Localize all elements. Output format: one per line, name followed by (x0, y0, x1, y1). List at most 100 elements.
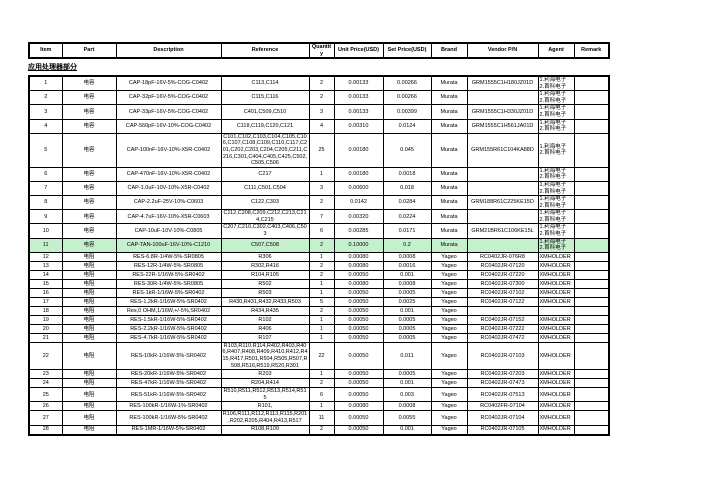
cell-remark (573, 260, 610, 271)
cell-part: 电阻 (61, 269, 117, 280)
cell-description: RES-1.2kR-1/16W-5%-SR0402 (115, 296, 222, 307)
cell-item: 12 (28, 251, 63, 262)
cell-agent: 1.利海电子 2.首科电子 (537, 90, 575, 106)
table-row: 14 电阻 RES-22R-1/16W-5%-SR0402 R104,R105 2 0.0… (28, 269, 610, 280)
cell-item: 25 (28, 387, 63, 403)
cell-quantity: 2 (308, 424, 335, 436)
cell-brand: Murata (430, 75, 468, 92)
cell-agent: 1.利海电子 2.首科电子 (537, 209, 575, 225)
cell-unit_price: 0.00050 (333, 323, 384, 334)
cell-brand: Yageo (430, 260, 468, 271)
cell-item: 19 (28, 314, 63, 325)
cell-quantity: 1 (308, 314, 335, 325)
cell-quantity: 1 (308, 369, 335, 380)
cell-quantity: 1 (308, 166, 335, 182)
column-header-part: Part (61, 42, 117, 59)
cell-description: RES-2.2kR-1/16W-5%-SR0402 (115, 323, 222, 334)
table-row: 15 电阻 RES-30R-1/4W-5%-SR0805 R502 1 0.00080 0.… (28, 278, 610, 289)
cell-remark (573, 104, 610, 120)
cell-description: RES-6.8R-1/4W-5%-SR0805 (115, 251, 222, 262)
cell-item: 27 (28, 410, 63, 426)
cell-description: CAP-33pF-16V-5%-COG-C0402 (115, 104, 222, 120)
cell-unit_price: 0.00050 (333, 341, 384, 371)
cell-reference: R502 (220, 278, 310, 289)
column-header-vendor-p-n: Vendor P/N (466, 42, 539, 59)
cell-item: 2 (28, 90, 63, 106)
cell-quantity: 2 (308, 90, 335, 106)
cell-remark (573, 195, 610, 211)
cell-description: CAP-1.0uF-10V-10%-X5R-C0402 (115, 180, 222, 197)
bom-header-table: Item Part Description Reference Quantity Unit… (28, 42, 610, 60)
cell-remark (573, 237, 610, 253)
cell-part: 电阻 (61, 401, 117, 412)
cell-reference: R104,R105 (220, 269, 310, 280)
table-row: 12 电阻 RES-6.8R-1/4W-5%-SR0805 R306 1 0.00080 0… (28, 251, 610, 262)
cell-agent: XMHOLDER (537, 369, 575, 380)
table-row: 22 电阻 RES-10kR-1/16W-5%-SR0402 R103,R110,R1… (28, 341, 610, 371)
table-row: 6 电容 CAP-470nF-16V-10%-X5R-C0402 C217 1 0.001… (28, 166, 610, 182)
table-row: 28 电阻 RES-1MR-1/16W-5%-SR0402 R108,R109 2 0.0… (28, 424, 610, 436)
cell-remark (573, 341, 610, 371)
cell-set_price: 0.0008 (382, 401, 432, 412)
cell-description: RES-10kR-1/16W-5%-SR0402 (115, 341, 222, 371)
cell-description: RES-100kR-1/16W-5%-SR0402 (115, 410, 222, 426)
cell-description: Res,0 OHM,1/16W,+/-5%,SR0402 (115, 305, 222, 316)
cell-set_price: 0.001 (382, 424, 432, 436)
cell-set_price: 0.045 (382, 132, 432, 168)
cell-vendor_pn (466, 180, 539, 197)
cell-set_price: 0.00399 (382, 104, 432, 120)
cell-agent: 1.利海电子 2.首科电子 (537, 75, 575, 92)
cell-description: RES-100kR-1/16W-1%-SR0402 (115, 401, 222, 412)
cell-quantity: 2 (308, 269, 335, 280)
cell-agent: 1.利海电子 2.首科电子 (537, 237, 575, 253)
cell-agent: 1.利海电子 2.首科电子 (537, 180, 575, 197)
cell-vendor_pn (466, 305, 539, 316)
cell-reference: R510,R511,R512,R513,R514,R515 (220, 387, 310, 403)
cell-vendor_pn: RC0402JR-07473 (466, 378, 539, 389)
table-row: 11 电容 CAP-TAN-100uF-16V-10%-C1210 C507,C508… (28, 237, 610, 253)
cell-remark (573, 278, 610, 289)
cell-agent: 1.利海电子 2.首科电子 (537, 104, 575, 120)
cell-reference: R101, (220, 401, 310, 412)
cell-reference: R204,R414 (220, 378, 310, 389)
cell-agent: XMHOLDER (537, 251, 575, 262)
cell-quantity: 1 (308, 401, 335, 412)
cell-item: 17 (28, 296, 63, 307)
cell-part: 电阻 (61, 260, 117, 271)
cell-vendor_pn: RC0402JR-07152 (466, 314, 539, 325)
cell-remark (573, 369, 610, 380)
cell-part: 电容 (61, 180, 117, 197)
cell-vendor_pn (466, 166, 539, 182)
cell-remark (573, 287, 610, 298)
cell-vendor_pn (466, 90, 539, 106)
bom-table: 1 电容 CAP-18pF-16V-5%-COG-C0402 C113,C114 2 0.… (28, 75, 610, 436)
cell-vendor_pn: RC0402JR-07102 (466, 287, 539, 298)
cell-vendor_pn (466, 237, 539, 253)
column-header-agent: Agent (537, 42, 575, 59)
column-header-set-price-usd-: Set Price(USD) (382, 42, 432, 59)
cell-part: 电阻 (61, 424, 117, 436)
cell-part: 电阻 (61, 410, 117, 426)
cell-description: CAP-TAN-100uF-16V-10%-C1210 (115, 237, 222, 253)
cell-brand: Yageo (430, 296, 468, 307)
cell-item: 14 (28, 269, 63, 280)
cell-unit_price: 0.00050 (333, 410, 384, 426)
cell-unit_price: 0.00080 (333, 401, 384, 412)
cell-agent (537, 305, 575, 316)
cell-remark (573, 118, 610, 134)
cell-brand: Murata (430, 118, 468, 134)
cell-set_price: 0.2 (382, 237, 432, 253)
cell-part: 电阻 (61, 323, 117, 334)
cell-unit_price: 0.00050 (333, 269, 384, 280)
cell-unit_price: 0.00320 (333, 209, 384, 225)
cell-set_price: 0.0005 (382, 323, 432, 334)
cell-reference: R103,R110,R114,R402,R403,R406,R407,R408,… (220, 341, 310, 371)
cell-unit_price: 0.00050 (333, 424, 384, 436)
cell-set_price: 0.0005 (382, 287, 432, 298)
cell-agent: 1.利海电子 2.首科电子 (537, 195, 575, 211)
cell-remark (573, 209, 610, 225)
cell-agent: XMHOLDER (537, 341, 575, 371)
table-row: 25 电阻 RES-51kR-1/16W-5%-SR0402 R510,R511,R5… (28, 387, 610, 403)
cell-reference: R203 (220, 369, 310, 380)
table-row: 8 电容 CAP-2.2uF-25V-10%-C0603 C122,C303 2 0.01… (28, 195, 610, 211)
